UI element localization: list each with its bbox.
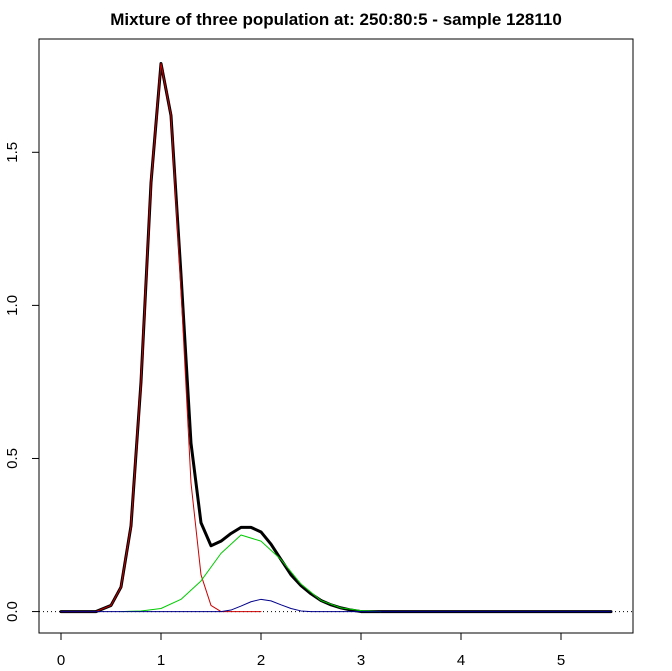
x-tick-label: 1	[157, 652, 165, 669]
series-line-4	[60, 598, 612, 613]
series-line-3	[120, 534, 382, 613]
x-tick-label: 0	[57, 652, 65, 669]
y-tick-label: 1.5	[4, 142, 21, 163]
y-tick-label: 0.5	[4, 448, 21, 469]
x-tick-label: 3	[357, 652, 365, 669]
series-line-2	[60, 62, 262, 613]
x-tick-label: 2	[257, 652, 265, 669]
x-tick-label: 5	[557, 652, 565, 669]
y-tick-label: 1.0	[4, 295, 21, 316]
x-tick-label: 4	[457, 652, 465, 669]
chart-title: Mixture of three population at: 250:80:5…	[110, 10, 562, 29]
y-tick-label: 0.0	[4, 601, 21, 622]
